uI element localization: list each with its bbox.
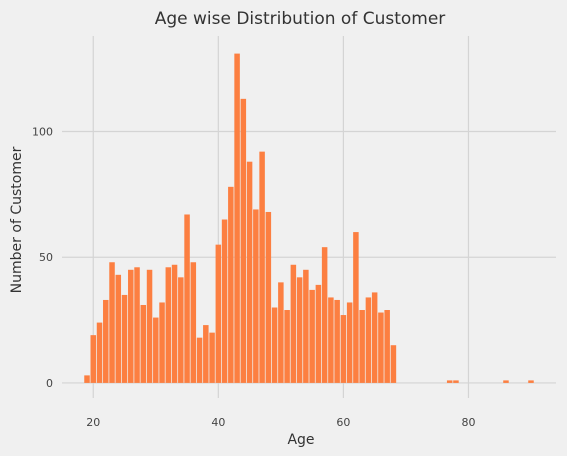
x-tick-label: 20 — [86, 416, 100, 429]
bar — [278, 282, 284, 383]
x-tick-label: 80 — [461, 416, 475, 429]
bar — [196, 337, 203, 383]
x-tick-labels: 20 40 60 80 — [86, 416, 475, 429]
bar — [446, 380, 453, 383]
bar — [103, 299, 109, 383]
bar — [178, 277, 184, 383]
bar — [153, 317, 159, 383]
bar — [228, 186, 234, 383]
bar — [115, 274, 122, 383]
bar — [240, 98, 247, 383]
bar — [209, 332, 215, 383]
bar — [184, 214, 190, 383]
bar — [528, 380, 534, 383]
bar — [171, 264, 178, 383]
bar — [303, 269, 309, 383]
bar — [359, 310, 365, 383]
bar — [90, 335, 97, 383]
x-tick-label: 40 — [211, 416, 225, 429]
bar — [340, 315, 347, 383]
bar — [284, 310, 290, 383]
bar — [190, 262, 197, 383]
bar — [346, 302, 353, 383]
bar — [96, 322, 103, 383]
bar — [234, 53, 240, 383]
bar — [203, 325, 209, 383]
x-axis-label: Age — [287, 432, 314, 448]
bar — [121, 294, 128, 383]
bar — [328, 297, 334, 383]
bar — [140, 304, 147, 383]
bar — [128, 269, 134, 383]
bar — [84, 375, 90, 383]
bar — [146, 269, 153, 383]
bar — [365, 297, 372, 383]
y-tick-label: 50 — [39, 251, 53, 264]
bar — [453, 380, 459, 383]
bar — [159, 302, 165, 383]
bar — [265, 211, 272, 383]
chart-title: Age wise Distribution of Customer — [155, 9, 446, 29]
y-axis-label: Number of Customer — [9, 146, 25, 293]
bars — [84, 53, 534, 383]
bar — [259, 151, 265, 383]
y-tick-labels: 0 50 100 — [32, 126, 53, 390]
bar — [165, 267, 172, 383]
bar — [271, 307, 278, 383]
x-tick-label: 60 — [336, 416, 350, 429]
bar — [109, 262, 115, 383]
bar — [253, 209, 259, 383]
y-tick-label: 0 — [46, 377, 53, 390]
bar — [315, 284, 322, 383]
bar — [378, 312, 384, 383]
bar — [290, 264, 297, 383]
bar — [215, 244, 222, 383]
bar — [221, 219, 228, 383]
bar — [503, 380, 509, 383]
bar — [321, 247, 328, 383]
bar — [246, 161, 253, 383]
bar — [134, 267, 140, 383]
bar — [390, 345, 397, 383]
bar — [309, 289, 315, 383]
bar — [296, 277, 303, 383]
bar — [353, 232, 359, 383]
bar — [384, 310, 390, 383]
y-tick-label: 100 — [32, 126, 53, 139]
bar — [334, 299, 340, 383]
bar — [371, 292, 378, 383]
